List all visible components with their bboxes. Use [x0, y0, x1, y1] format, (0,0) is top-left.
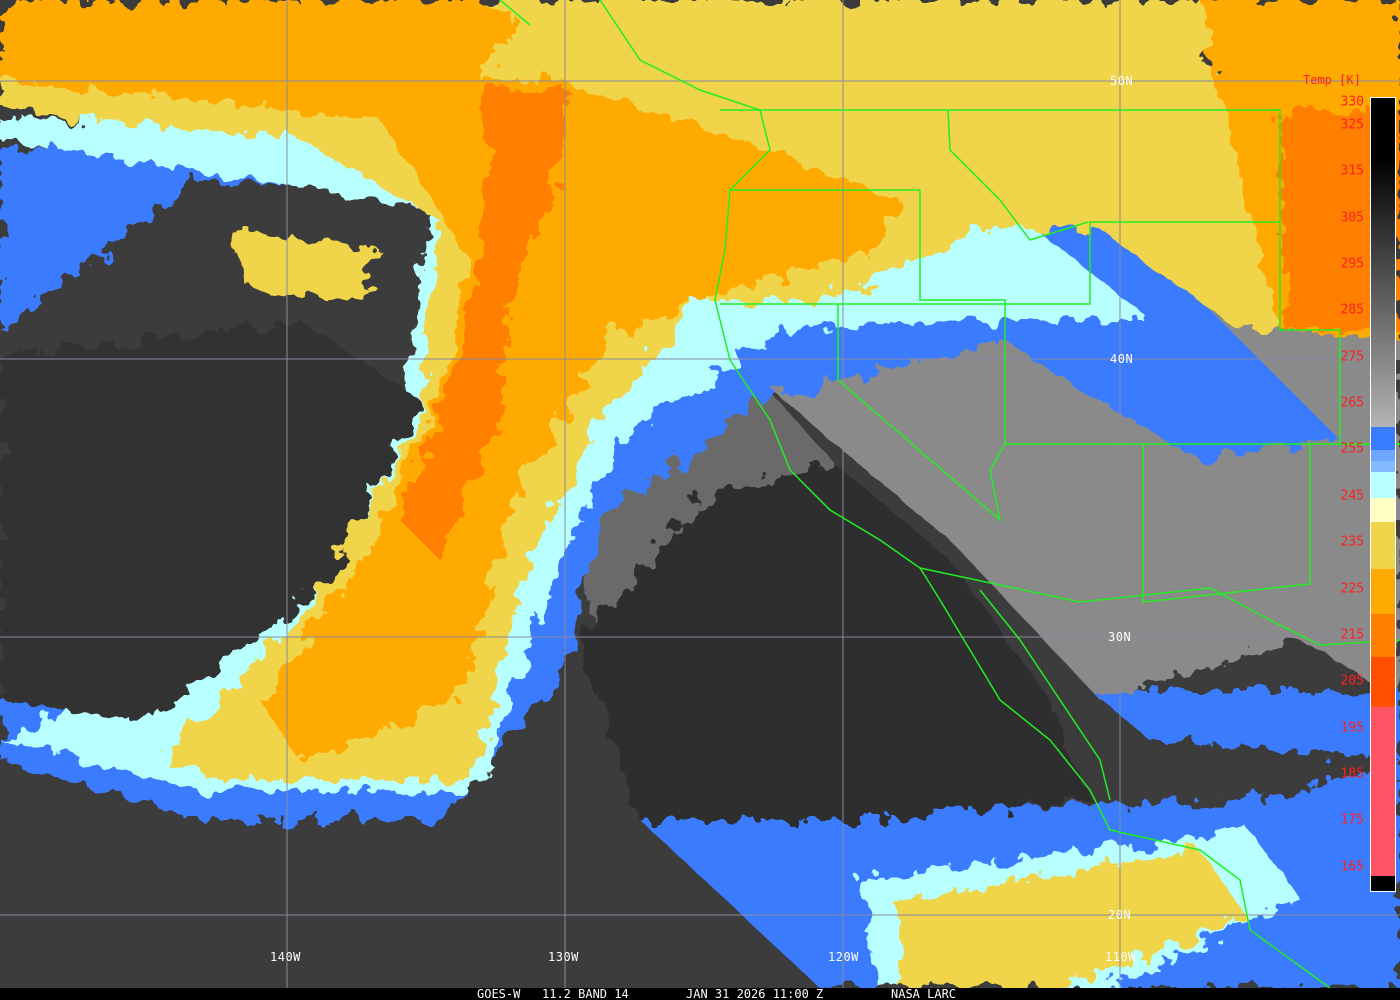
- colorbar-segment: [1371, 614, 1395, 658]
- longitude-label: 140W: [270, 950, 301, 964]
- colorbar-segment: [1371, 427, 1395, 451]
- colorbar-segment: [1371, 461, 1395, 473]
- longitude-label: 130W: [548, 950, 579, 964]
- caption-bar: GOES-W 11.2 BAND 14 JAN 31 2026 11:00 Z …: [0, 988, 1400, 1000]
- colorbar-segment: [1371, 98, 1395, 159]
- colorbar-segment: [1371, 657, 1395, 708]
- source-label: NASA LARC: [891, 987, 957, 1000]
- colorbar-title: Temp [K]: [1303, 73, 1361, 87]
- latitude-label: 20N: [1108, 908, 1132, 922]
- latitude-label: 30N: [1108, 630, 1132, 644]
- colorbar-segment: [1371, 522, 1395, 570]
- colorbar-segment: [1371, 569, 1395, 615]
- colorbar-segment: [1371, 450, 1395, 462]
- colorbar-segment: [1371, 707, 1395, 877]
- colorbar-segment: [1371, 498, 1395, 523]
- satellite-name: GOES-W: [477, 987, 521, 1000]
- latitude-label: 40N: [1110, 352, 1134, 366]
- longitude-label: 110W: [1105, 950, 1136, 964]
- colorbar-segment: [1371, 158, 1395, 428]
- political-boundaries: [499, 0, 1400, 988]
- latitude-label: 50N: [1110, 74, 1134, 88]
- colorbar-segment: [1371, 876, 1395, 891]
- channel-label: 11.2 BAND 14: [542, 987, 629, 1000]
- colorbar-segment: [1371, 472, 1395, 499]
- timestamp: JAN 31 2026 11:00 Z: [686, 987, 824, 1000]
- longitude-label: 120W: [828, 950, 859, 964]
- temperature-colorbar: [1370, 97, 1396, 892]
